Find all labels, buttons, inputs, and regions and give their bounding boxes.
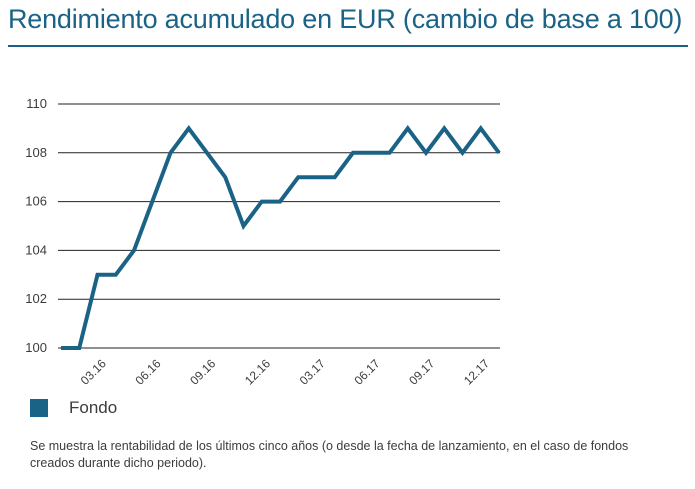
x-tick-label: 06.16 <box>132 356 163 387</box>
x-tick-label: 09.16 <box>187 356 218 387</box>
legend-label-fondo: Fondo <box>69 398 118 417</box>
y-tick-label: 102 <box>25 291 47 306</box>
series-line-fondo <box>61 125 501 350</box>
y-tick-label: 106 <box>25 194 47 209</box>
title-underline <box>8 45 688 47</box>
x-tick-label: 03.16 <box>78 356 109 387</box>
x-tick-label: 12.16 <box>242 356 273 387</box>
y-tick-label: 100 <box>25 340 47 355</box>
y-tick-label: 110 <box>26 96 47 111</box>
x-tick-label: 03.17 <box>297 356 328 387</box>
y-axis-ticks: 100 102 104 106 108 110 <box>25 96 47 355</box>
series-lines <box>61 125 501 350</box>
legend-swatch-fondo <box>30 399 48 417</box>
x-tick-label: 06.17 <box>351 356 382 387</box>
footnote: Se muestra la rentabilidad de los último… <box>30 439 629 470</box>
legend: Fondo <box>30 398 117 418</box>
x-tick-label: 09.17 <box>406 356 437 387</box>
chart-title: Rendimiento acumulado en EUR (cambio de … <box>8 4 683 34</box>
y-tick-label: 108 <box>25 145 47 160</box>
x-tick-label: 12.17 <box>461 356 492 387</box>
y-tick-label: 104 <box>25 242 47 257</box>
x-axis-ticks: 03.16 06.16 09.16 12.16 03.17 06.17 09.17 12.17 <box>78 356 493 387</box>
